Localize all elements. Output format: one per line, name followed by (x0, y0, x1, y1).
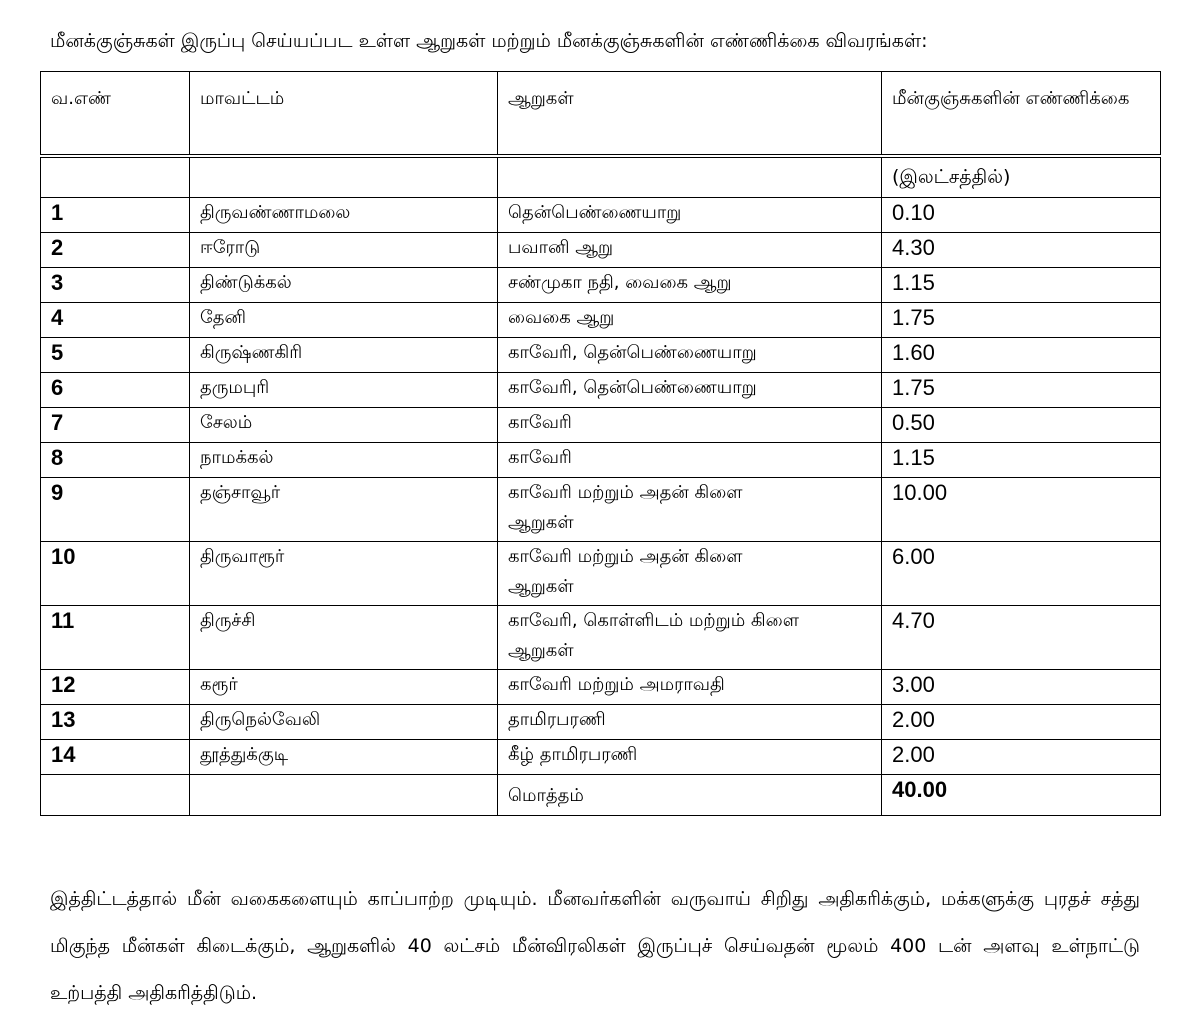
rivers-cell: வைகை ஆறு (497, 302, 882, 338)
table-row: 7 சேலம் காவேரி 0.50 (40, 407, 1161, 443)
table-row: 9 தஞ்சாவூர் காவேரி மற்றும் அதன் கிளை ஆறுகள… (40, 477, 1161, 542)
serial-cell: 12 (40, 669, 190, 705)
table-row: 12 கரூர் காவேரி மற்றும் அமராவதி 3.00 (40, 669, 1161, 705)
rivers-cell: சண்முகா நதி, வைகை ஆறு (497, 267, 882, 303)
table-row: 5 கிருஷ்ணகிரி காவேரி, தென்பெண்ணையாறு 1.60 (40, 337, 1161, 373)
count-cell: 6.00 (881, 541, 1161, 606)
total-row: மொத்தம் 40.00 (40, 774, 1161, 816)
district-cell: தருமபுரி (189, 372, 498, 408)
table-row: 1 திருவண்ணாமலை தென்பெண்ணையாறு 0.10 (40, 197, 1161, 233)
rivers-cell: காவேரி மற்றும் அமராவதி (497, 669, 882, 705)
serial-cell: 8 (40, 442, 190, 478)
count-cell: 4.70 (881, 605, 1161, 670)
rivers-cell: காவேரி (497, 442, 882, 478)
table-row: 2 ஈரோடு பவானி ஆறு 4.30 (40, 232, 1161, 268)
rivers-cell: காவேரி (497, 407, 882, 443)
serial-cell: 3 (40, 267, 190, 303)
rivers-cell: காவேரி, தென்பெண்ணையாறு (497, 372, 882, 408)
count-cell: 1.15 (881, 267, 1161, 303)
table-row: 6 தருமபுரி காவேரி, தென்பெண்ணையாறு 1.75 (40, 372, 1161, 408)
count-cell: 10.00 (881, 477, 1161, 542)
rivers-cell: காவேரி மற்றும் அதன் கிளை ஆறுகள் (497, 477, 882, 542)
summary-paragraph: இத்திட்டத்தால் மீன் வகைகளையும் காப்பாற்ற… (50, 888, 1140, 1004)
serial-cell: 9 (40, 477, 190, 542)
header-count: மீன்குஞ்சுகளின் எண்ணிக்கை (881, 71, 1161, 155)
district-cell: ஈரோடு (189, 232, 498, 268)
serial-cell: 13 (40, 704, 190, 740)
serial-cell: 11 (40, 605, 190, 670)
count-cell: 1.75 (881, 302, 1161, 338)
count-cell: 3.00 (881, 669, 1161, 705)
count-cell: 0.50 (881, 407, 1161, 443)
district-cell: திருச்சி (189, 605, 498, 670)
count-cell: 1.15 (881, 442, 1161, 478)
serial-cell: 10 (40, 541, 190, 606)
unit-label: (இலட்சத்தில்) (881, 157, 1161, 198)
count-cell: 0.10 (881, 197, 1161, 233)
rivers-cell: தாமிரபரணி (497, 704, 882, 740)
table-row: 3 திண்டுக்கல் சண்முகா நதி, வைகை ஆறு 1.15 (40, 267, 1161, 303)
count-cell: 2.00 (881, 739, 1161, 775)
district-cell: திருநெல்வேலி (189, 704, 498, 740)
district-cell: தூத்துக்குடி (189, 739, 498, 775)
count-cell: 1.60 (881, 337, 1161, 373)
rivers-cell: தென்பெண்ணையாறு (497, 197, 882, 233)
district-cell: நாமக்கல் (189, 442, 498, 478)
district-cell: தேனி (189, 302, 498, 338)
header-district: மாவட்டம் (189, 71, 498, 155)
table-row: 8 நாமக்கல் காவேரி 1.15 (40, 442, 1161, 478)
serial-cell: 4 (40, 302, 190, 338)
district-cell: சேலம் (189, 407, 498, 443)
district-cell: கிருஷ்ணகிரி (189, 337, 498, 373)
header-rivers: ஆறுகள் (497, 71, 882, 155)
table-row: 11 திருச்சி காவேரி, கொள்ளிடம் மற்றும் கிளை… (40, 605, 1161, 670)
data-table: (இலட்சத்தில்) 1 திருவண்ணாமலை தென்பெண்ணையாற… (40, 157, 1161, 816)
rivers-cell: காவேரி, தென்பெண்ணையாறு (497, 337, 882, 373)
district-cell: திருவாரூர் (189, 541, 498, 606)
serial-cell: 7 (40, 407, 190, 443)
header-serial: வ.எண் (40, 71, 190, 155)
table-row: 13 திருநெல்வேலி தாமிரபரணி 2.00 (40, 704, 1161, 740)
rivers-cell: பவானி ஆறு (497, 232, 882, 268)
serial-cell: 5 (40, 337, 190, 373)
district-cell: தஞ்சாவூர் (189, 477, 498, 542)
count-cell: 4.30 (881, 232, 1161, 268)
table-row: 10 திருவாரூர் காவேரி மற்றும் அதன் கிளை ஆறு… (40, 541, 1161, 606)
serial-cell: 14 (40, 739, 190, 775)
total-value: 40.00 (881, 774, 1161, 816)
serial-cell: 2 (40, 232, 190, 268)
rivers-cell: காவேரி மற்றும் அதன் கிளை ஆறுகள் (497, 541, 882, 606)
table-header: வ.எண் மாவட்டம் ஆறுகள் மீன்குஞ்சுகளின் எண… (40, 71, 1161, 155)
rivers-cell: கீழ் தாமிரபரணி (497, 739, 882, 775)
count-cell: 1.75 (881, 372, 1161, 408)
district-cell: கரூர் (189, 669, 498, 705)
rivers-cell: காவேரி, கொள்ளிடம் மற்றும் கிளை ஆறுகள் (497, 605, 882, 670)
document-title: மீனக்குஞ்சுகள் இருப்பு செய்யப்பட உள்ள ஆற… (50, 30, 928, 52)
count-cell: 2.00 (881, 704, 1161, 740)
district-cell: திண்டுக்கல் (189, 267, 498, 303)
serial-cell: 6 (40, 372, 190, 408)
serial-cell: 1 (40, 197, 190, 233)
total-label: மொத்தம் (497, 774, 882, 816)
table-row: 4 தேனி வைகை ஆறு 1.75 (40, 302, 1161, 338)
district-cell: திருவண்ணாமலை (189, 197, 498, 233)
table-row: 14 தூத்துக்குடி கீழ் தாமிரபரணி 2.00 (40, 739, 1161, 775)
